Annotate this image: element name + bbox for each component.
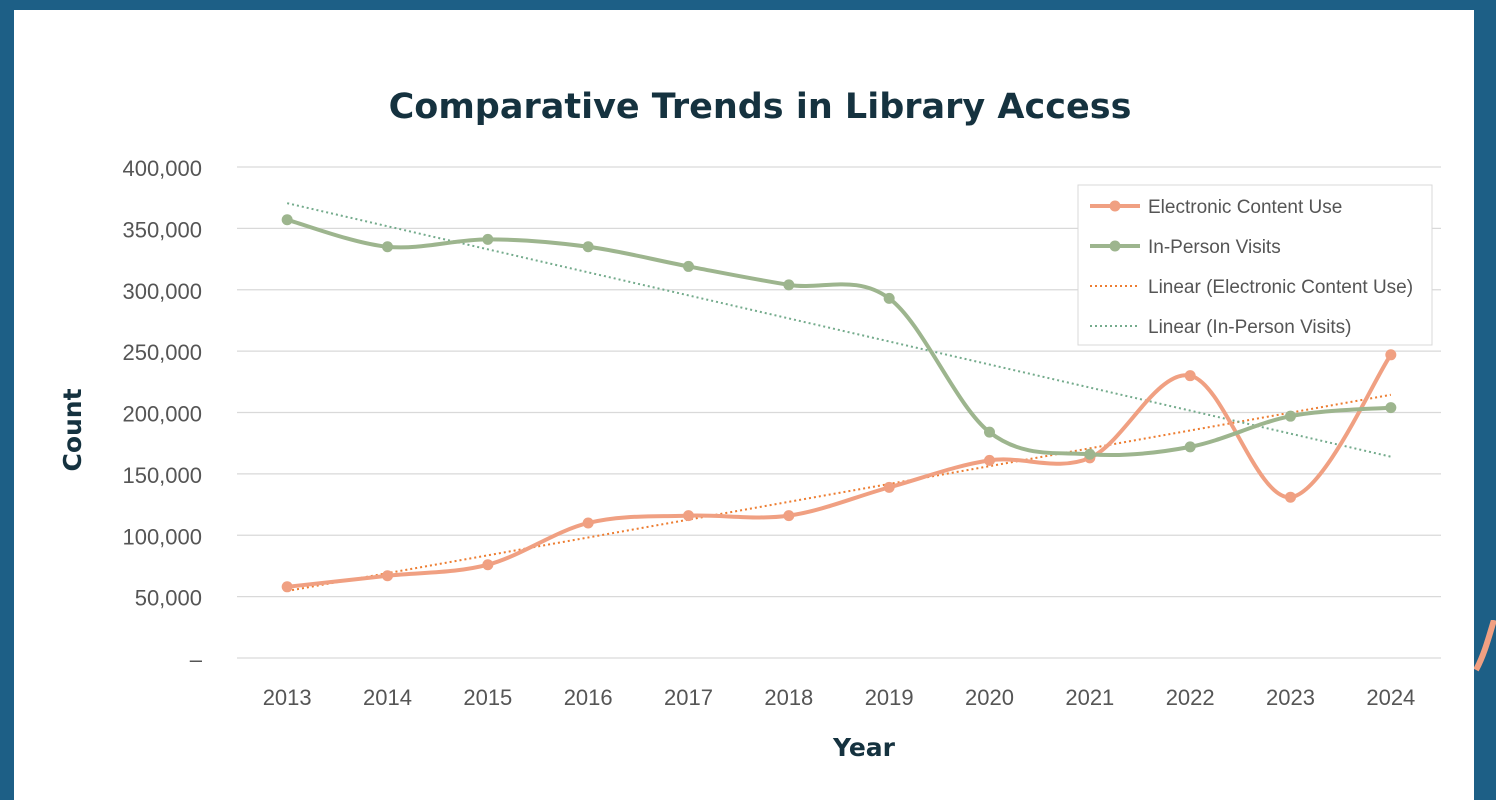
trendline-in-person (286, 202, 1392, 458)
gridlines (237, 166, 1441, 659)
x-tick-label: 2021 (1065, 685, 1114, 710)
legend-label-in-person: In-Person Visits (1148, 237, 1281, 258)
legend-label-trend-electronic: Linear (Electronic Content Use) (1148, 277, 1413, 298)
x-tick-label: 2015 (463, 685, 512, 710)
x-tick-label: 2013 (263, 685, 312, 710)
y-axis-ticks: – 50,000 100,000 150,000 200,000 250,000 300,0… (122, 156, 202, 672)
series-line-in-person (285, 217, 1393, 458)
data-point-in-person (883, 292, 895, 304)
legend-marker-in-person (1109, 240, 1121, 252)
edge-mark-decoration (1474, 620, 1496, 672)
x-axis-title: Year (832, 733, 896, 762)
data-point-electronic (1184, 370, 1196, 382)
x-tick-label: 2016 (564, 685, 613, 710)
x-tick-label: 2024 (1366, 685, 1415, 710)
y-tick-label: 400,000 (122, 156, 202, 181)
y-tick-label: 100,000 (122, 524, 202, 549)
chart-title: Comparative Trends in Library Access (389, 87, 1132, 127)
trendlines (286, 202, 1392, 592)
data-point-electronic (382, 570, 393, 582)
legend-label-electronic: Electronic Content Use (1148, 197, 1342, 218)
data-point-electronic (883, 481, 895, 493)
y-tick-label: 200,000 (122, 402, 202, 427)
x-tick-label: 2020 (965, 685, 1014, 710)
data-point-in-person (1084, 448, 1096, 460)
data-point-electronic (984, 454, 995, 466)
data-point-electronic (482, 559, 494, 571)
series-line-electronic (285, 352, 1393, 589)
x-tick-label: 2023 (1266, 685, 1315, 710)
series-lines (281, 214, 1397, 593)
x-tick-label: 2022 (1166, 685, 1215, 710)
data-point-electronic (281, 581, 293, 593)
x-tick-label: 2014 (363, 685, 412, 710)
data-point-in-person (382, 241, 393, 253)
data-point-in-person (281, 214, 293, 226)
y-tick-label: 300,000 (122, 279, 202, 304)
data-point-in-person (1385, 402, 1397, 414)
chart-frame: Comparative Trends in Library Access – 50… (14, 10, 1474, 800)
trendline-electronic (286, 393, 1392, 592)
x-tick-label: 2017 (664, 685, 713, 710)
legend: Electronic Content Use In-Person Visits Li… (1077, 184, 1433, 346)
data-point-electronic (783, 510, 795, 522)
y-tick-label: – (190, 647, 203, 672)
data-point-in-person (1285, 410, 1296, 422)
y-axis-title: Count (58, 388, 87, 471)
legend-marker-electronic (1109, 200, 1121, 212)
x-tick-label: 2019 (865, 685, 914, 710)
data-point-in-person (683, 260, 694, 272)
legend-label-trend-in-person: Linear (In-Person Visits) (1148, 317, 1351, 338)
data-point-electronic (582, 517, 594, 529)
x-axis-ticks: 2013 2014 2015 2016 2017 2018 2019 2020 2021 2022… (263, 685, 1416, 710)
data-point-electronic (683, 510, 694, 522)
y-tick-label: 350,000 (122, 217, 202, 242)
data-point-electronic (1285, 491, 1296, 503)
x-tick-label: 2018 (764, 685, 813, 710)
data-point-in-person (984, 426, 995, 438)
data-point-in-person (783, 279, 795, 291)
y-tick-label: 250,000 (122, 340, 202, 365)
data-point-electronic (1385, 349, 1397, 361)
data-point-in-person (582, 241, 594, 253)
data-point-in-person (1184, 441, 1196, 453)
data-point-in-person (482, 233, 494, 245)
y-tick-label: 50,000 (135, 586, 202, 611)
line-chart: Comparative Trends in Library Access – 50… (58, 87, 1441, 762)
legend-box (1077, 184, 1433, 346)
y-tick-label: 150,000 (122, 463, 202, 488)
